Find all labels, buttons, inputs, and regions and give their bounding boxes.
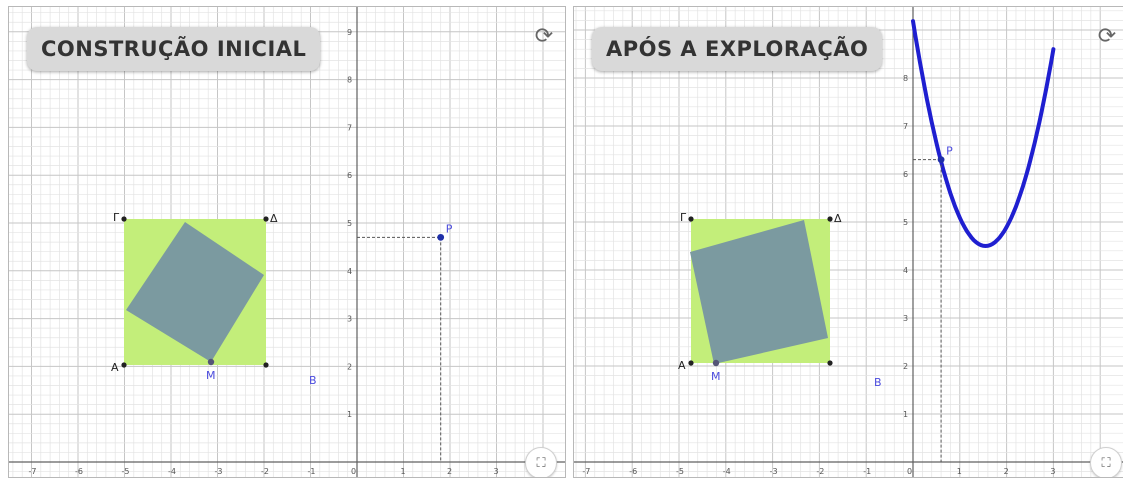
point-P — [937, 156, 945, 164]
geogebra-panel-initial[interactable]: -7 -6 -5 -4 -3 -2 -1 0 1 2 3 1 2 3 4 5 6 7 8 9 A Γ Δ M B P CONSTR… — [8, 6, 566, 478]
x-tick-label: -7 — [29, 467, 37, 476]
y-tick-label: 3 — [347, 315, 352, 324]
x-tick-label: -1 — [863, 467, 871, 476]
inner-square — [126, 222, 264, 362]
midpoint-M — [712, 359, 720, 367]
vertex-label-delta: Δ — [834, 212, 842, 225]
vertex-point — [121, 216, 127, 222]
vertex-point — [827, 216, 833, 222]
y-tick-label: 2 — [903, 362, 908, 371]
graphics-view[interactable]: -7 -6 -5 -4 -3 -2 -1 0 1 2 3 1 2 3 4 5 6 7 8 A Γ Δ M B P — [574, 7, 1123, 477]
graphics-view[interactable]: -7 -6 -5 -4 -3 -2 -1 0 1 2 3 1 2 3 4 5 6 7 8 9 A Γ Δ M B P — [9, 7, 565, 477]
fullscreen-icon[interactable]: ⛶ — [1090, 447, 1122, 477]
x-tick-label: 1 — [401, 467, 406, 476]
x-tick-label: -4 — [168, 467, 176, 476]
y-tick-label: 2 — [347, 362, 352, 371]
x-tick-label: 0 — [907, 467, 912, 476]
label-M: M — [711, 370, 721, 383]
inner-square — [690, 220, 828, 364]
label-B: B — [309, 374, 317, 387]
x-tick-label: 2 — [1004, 467, 1009, 476]
vertex-label-A: A — [111, 361, 119, 374]
x-tick-label: 2 — [447, 467, 452, 476]
x-tick-label: 3 — [1050, 467, 1055, 476]
y-tick-label: 7 — [347, 123, 352, 132]
x-tick-label: -2 — [816, 467, 824, 476]
y-tick-label: 8 — [903, 74, 908, 83]
locus-curve — [911, 19, 1056, 249]
y-tick-label: 5 — [347, 219, 352, 228]
y-tick-label: 1 — [347, 410, 352, 419]
fullscreen-icon[interactable]: ⛶ — [525, 447, 557, 477]
vertex-point — [263, 216, 269, 222]
label-M: M — [206, 369, 216, 382]
label-P: P — [446, 222, 453, 235]
reset-icon[interactable]: ⟳ — [534, 23, 554, 48]
y-tick-label: 4 — [347, 267, 352, 276]
panel-title: APÓS A EXPLORAÇÃO — [592, 27, 883, 71]
y-tick-label: 6 — [347, 171, 352, 180]
vertex-point — [688, 360, 694, 366]
vertex-label-gamma: Γ — [113, 211, 120, 224]
vertex-point — [121, 362, 127, 368]
point-P — [437, 233, 445, 241]
x-tick-label: -5 — [676, 467, 684, 476]
vertex-point — [263, 362, 269, 368]
y-tick-label: 3 — [903, 314, 908, 323]
x-tick-label: -6 — [75, 467, 83, 476]
vertex-point — [688, 216, 694, 222]
x-tick-label: -5 — [122, 467, 130, 476]
vertex-point — [827, 360, 833, 366]
y-tick-label: 6 — [903, 170, 908, 179]
panel-title: CONSTRUÇÃO INICIAL — [27, 27, 321, 71]
x-tick-label: 0 — [351, 467, 356, 476]
midpoint-M — [207, 358, 215, 366]
label-B: B — [874, 376, 882, 389]
y-tick-label: 8 — [347, 76, 352, 85]
y-tick-label: 4 — [903, 266, 908, 275]
vertex-label-delta: Δ — [270, 212, 278, 225]
y-tick-label: 1 — [903, 410, 908, 419]
y-tick-label: 9 — [347, 28, 352, 37]
x-tick-label: -1 — [308, 467, 316, 476]
reset-icon[interactable]: ⟳ — [1097, 23, 1117, 48]
x-tick-label: -4 — [723, 467, 731, 476]
y-tick-label: 7 — [903, 122, 908, 131]
label-P: P — [946, 145, 953, 158]
x-tick-label: -2 — [261, 467, 269, 476]
x-tick-label: -6 — [629, 467, 637, 476]
vertex-label-gamma: Γ — [680, 211, 687, 224]
geogebra-panel-explored[interactable]: -7 -6 -5 -4 -3 -2 -1 0 1 2 3 1 2 3 4 5 6 7 8 A Γ Δ M B P APÓS A … — [573, 6, 1123, 478]
x-tick-label: -3 — [215, 467, 223, 476]
y-tick-label: 5 — [903, 218, 908, 227]
vertex-label-A: A — [678, 359, 686, 372]
x-tick-label: 1 — [957, 467, 962, 476]
x-tick-label: 3 — [494, 467, 499, 476]
x-tick-label: -3 — [770, 467, 778, 476]
x-tick-label: -7 — [582, 467, 590, 476]
